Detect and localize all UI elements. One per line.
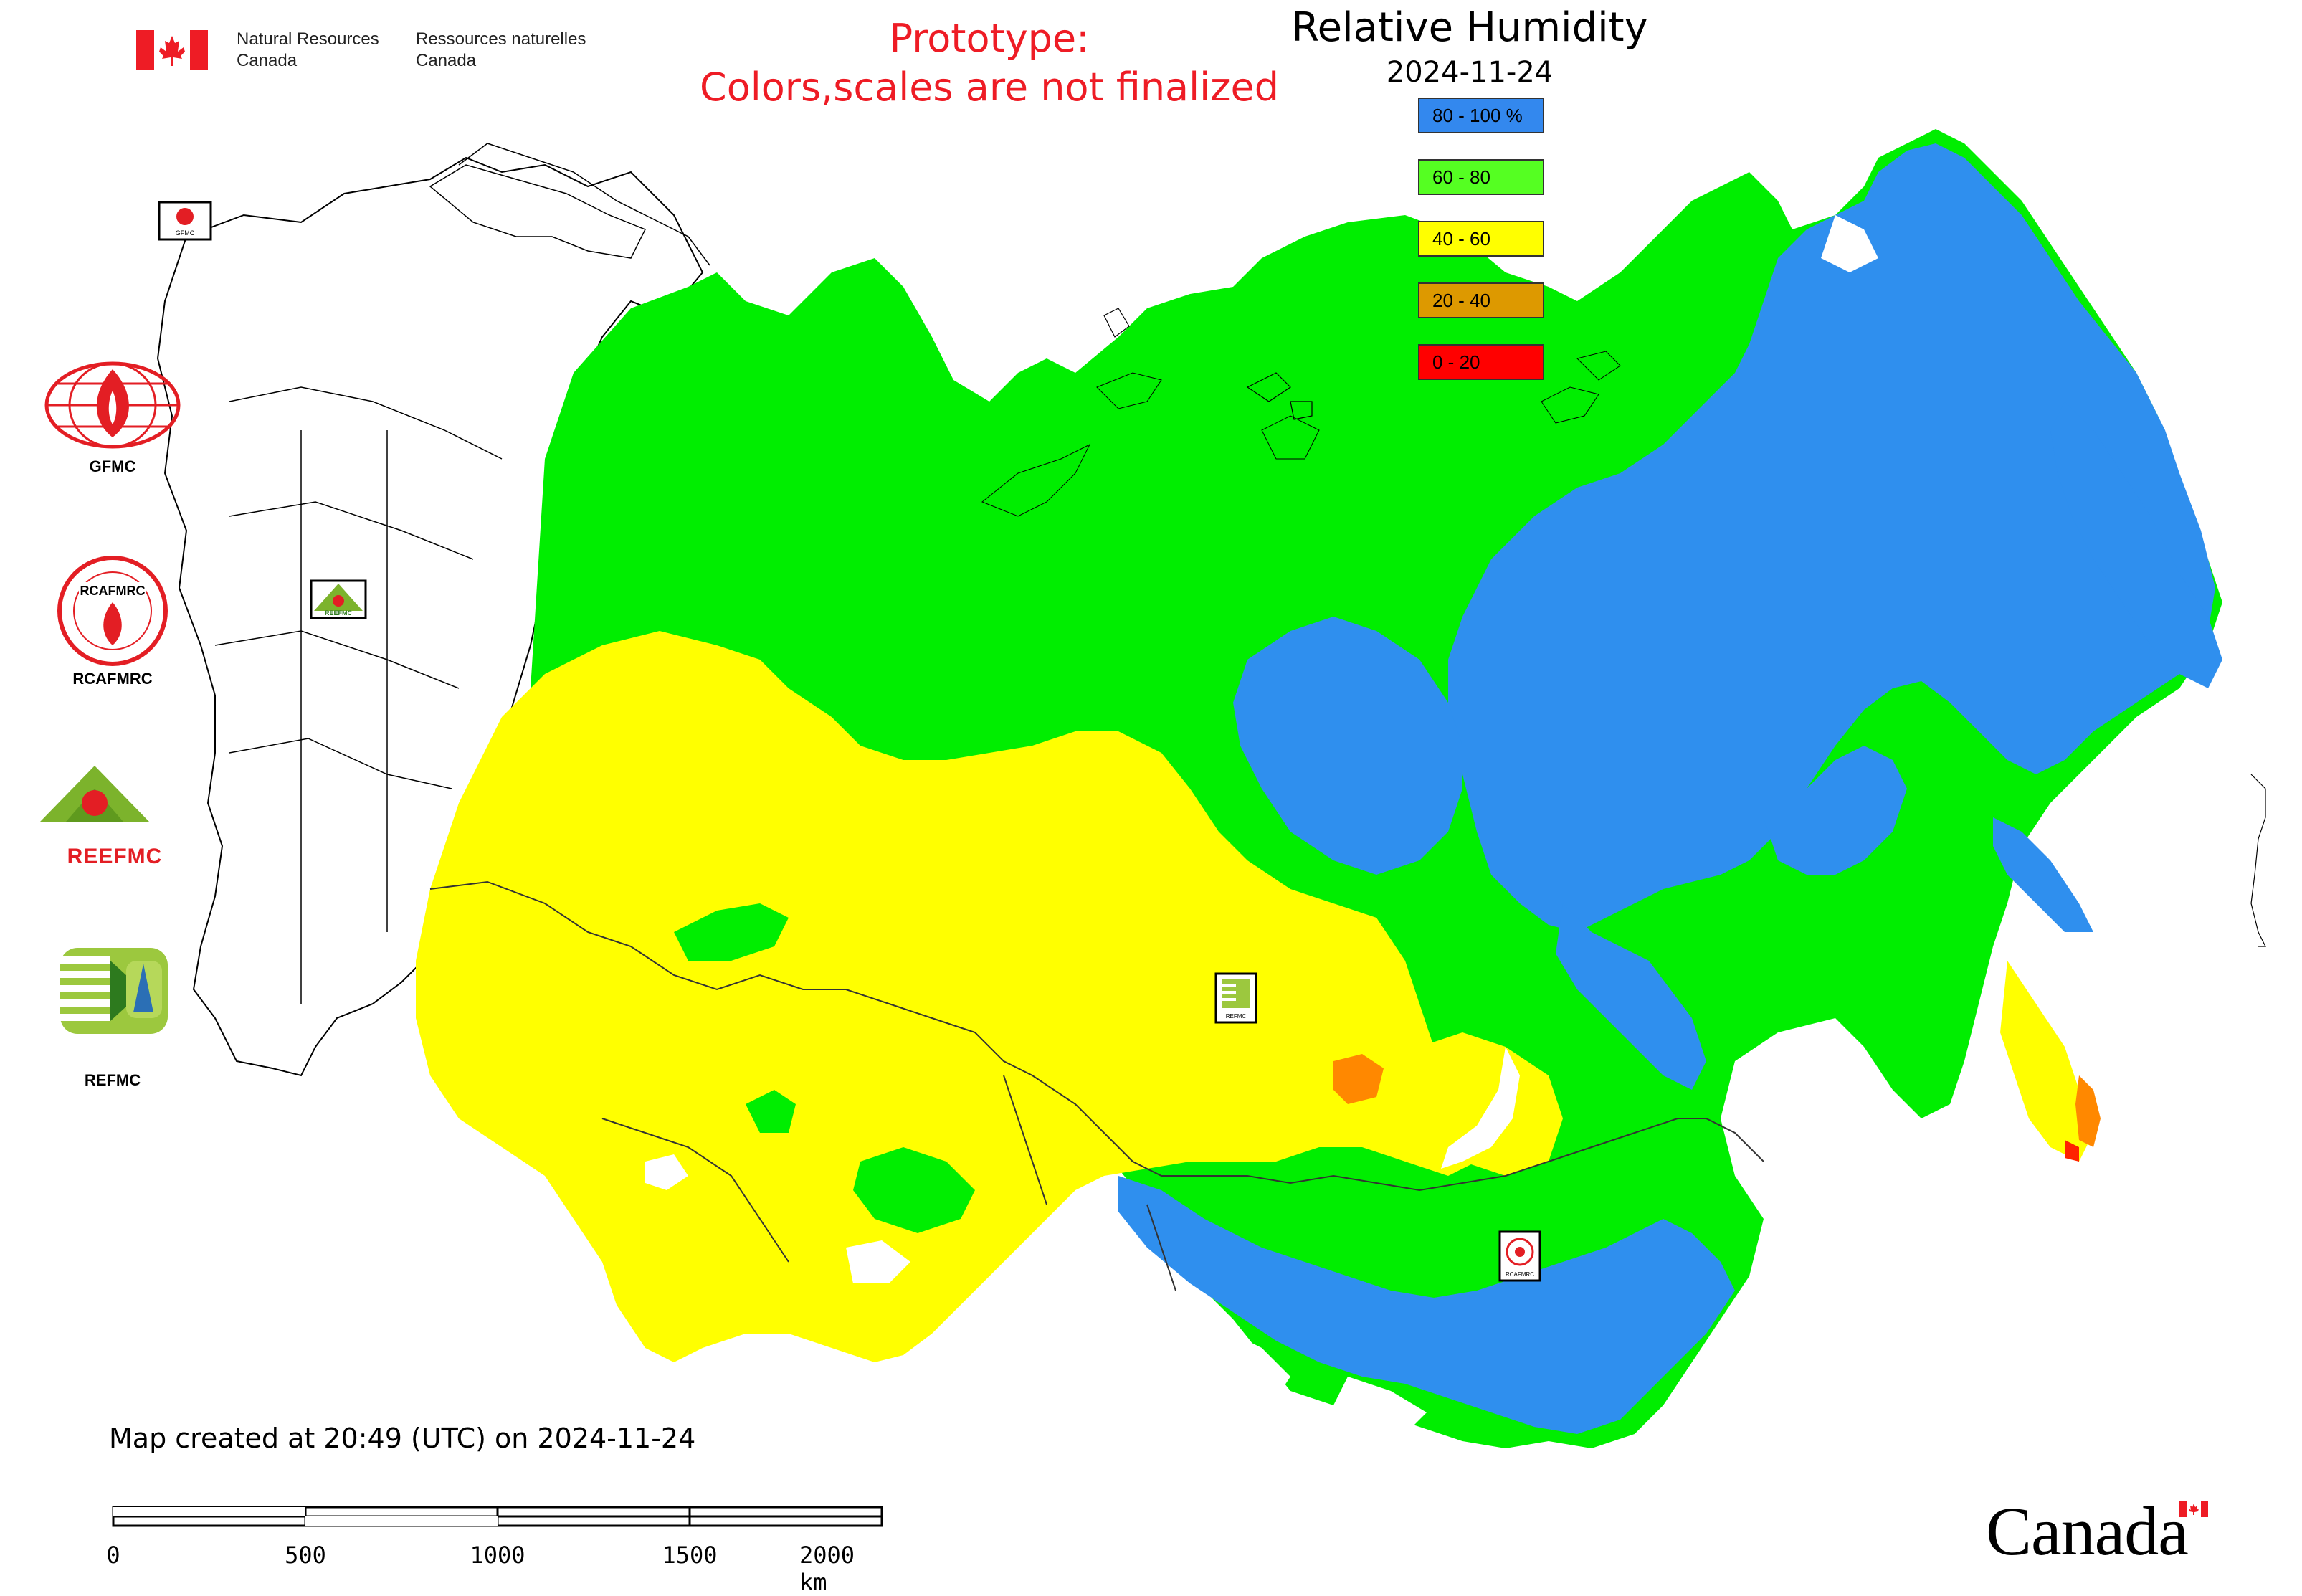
marker-refmc[interactable]: REFMC [1214,972,1257,1024]
rcafmrc-label: RCAFMRC [72,670,153,688]
marker-gfmc-label: GFMC [176,229,195,237]
agency-fr-line1: Ressources naturelles [416,29,586,49]
scale-bar: 0 500 1000 1500 2000 km [106,1498,896,1596]
agency-en-line1: Natural Resources [237,29,379,49]
marker-reefmc-label: REEFMC [325,609,353,617]
reefmc-logo-word: REEFMC [67,845,163,868]
legend-item-40-60: 40 - 60 [1418,221,1544,257]
legend-title: Relative Humidity [1291,4,1648,51]
humidity-field [416,129,2222,1448]
prototype-line1: Prototype: [889,16,1090,61]
canada-mini-flag-icon [2179,1501,2208,1517]
scale-label-2000: 2000 km [799,1542,855,1596]
lake-baikal [1441,1047,1520,1169]
gfmc-label: GFMC [89,457,136,475]
refmc-label: REFMC [84,1071,141,1089]
arctic-islands [981,351,1621,517]
scale-label-1000: 1000 [470,1542,525,1569]
borders [429,880,1764,1291]
agency-en-line2: Canada [237,51,298,70]
map-created-timestamp: Map created at 20:49 (UTC) on 2024-11-24 [109,1422,696,1454]
reefmc-logo: REEFMC [39,766,191,868]
marker-rcafmrc-label: RCAFMRC [1506,1271,1534,1278]
prototype-warning: Prototype: Colors,scales are not finaliz… [674,14,1305,112]
canada-flag-icon [136,30,208,70]
legend-item-0-20: 0 - 20 [1418,344,1544,380]
rcafmrc-logo: RCAFMRC [57,556,168,666]
scale-bar-graphic [112,1506,883,1527]
canada-wordmark: Canada [1986,1491,2230,1570]
rcafmrc-ring-text: RCAFMRC [80,584,146,598]
legend-item-80-100: 80 - 100 % [1418,98,1544,133]
scale-label-0: 0 [106,1542,120,1569]
gfmc-logo [44,361,181,449]
agency-fr-line2: Canada [416,51,477,70]
legend-item-20-40: 20 - 40 [1418,282,1544,318]
legend-date: 2024-11-24 [1386,56,1554,89]
agency-name-en: Natural Resources Canada [237,29,379,72]
nrcan-signature: Natural Resources Canada Ressources natu… [136,26,638,83]
marker-refmc-label: REFMC [1226,1013,1247,1020]
marker-rcafmrc[interactable]: RCAFMRC [1498,1230,1541,1282]
canada-wordmark-text: Canada [1986,1493,2189,1569]
marker-gfmc[interactable]: GFMC [158,201,212,241]
agency-name-fr: Ressources naturelles Canada [416,29,586,72]
scale-label-1500: 1500 [662,1542,718,1569]
marker-reefmc[interactable]: REEFMC [310,579,367,619]
prototype-line2: Colors,scales are not finalized [700,65,1279,110]
legend-item-60-80: 60 - 80 [1418,159,1544,195]
scale-label-500: 500 [285,1542,326,1569]
refmc-logo [60,948,168,1034]
arctic-islands-outline [1103,308,2266,947]
